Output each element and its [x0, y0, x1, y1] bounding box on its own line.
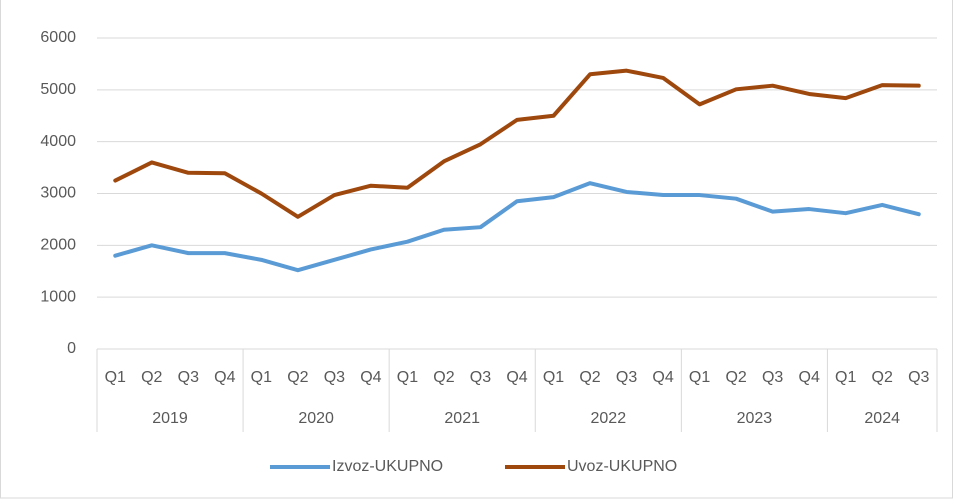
x-tick-label: Q3	[762, 369, 783, 386]
x-tick-label: Q4	[214, 369, 235, 386]
x-tick-label: Q3	[324, 369, 345, 386]
legend-label: Uvoz-UKUPNO	[567, 458, 677, 475]
x-tick-label: Q4	[506, 369, 527, 386]
x-tick-label: Q3	[470, 369, 491, 386]
x-group-label: 2021	[444, 410, 480, 427]
x-tick-label: Q2	[287, 369, 308, 386]
x-group-label: 2019	[152, 410, 188, 427]
x-group-label: 2023	[737, 410, 773, 427]
x-tick-label: Q1	[835, 369, 856, 386]
y-tick-label: 5000	[40, 81, 76, 98]
x-tick-label: Q1	[397, 369, 418, 386]
x-tick-label: Q1	[689, 369, 710, 386]
x-group-label: 2020	[298, 410, 334, 427]
x-tick-label: Q4	[799, 369, 820, 386]
series-line	[113, 181, 921, 273]
x-group-label: 2024	[864, 410, 900, 427]
x-tick-label: Q2	[141, 369, 162, 386]
legend-label: Izvoz-UKUPNO	[332, 458, 443, 475]
x-tick-label: Q1	[105, 369, 126, 386]
y-tick-label: 0	[67, 340, 76, 357]
x-tick-label: Q2	[725, 369, 746, 386]
y-tick-label: 6000	[40, 29, 76, 46]
x-tick-label: Q3	[178, 369, 199, 386]
series-line	[113, 68, 921, 219]
x-tick-label: Q1	[543, 369, 564, 386]
x-tick-label: Q1	[251, 369, 272, 386]
y-tick-label: 1000	[40, 288, 76, 305]
y-tick-label: 3000	[40, 185, 76, 202]
x-tick-label: Q3	[616, 369, 637, 386]
x-tick-label: Q3	[908, 369, 929, 386]
x-tick-label: Q2	[579, 369, 600, 386]
y-tick-label: 2000	[40, 237, 76, 254]
y-tick-label: 4000	[40, 133, 76, 150]
x-tick-label: Q2	[872, 369, 893, 386]
x-tick-label: Q4	[652, 369, 673, 386]
x-tick-label: Q2	[433, 369, 454, 386]
x-group-label: 2022	[591, 410, 627, 427]
x-tick-label: Q4	[360, 369, 381, 386]
